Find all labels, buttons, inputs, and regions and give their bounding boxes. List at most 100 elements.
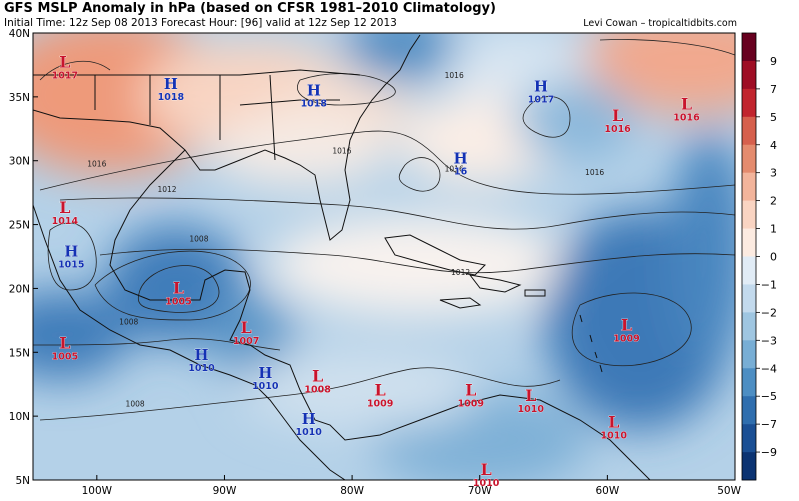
center-value: 1015 — [58, 260, 84, 271]
center-value: 1017 — [52, 70, 78, 81]
lon-tick-label: 60W — [595, 485, 619, 497]
lon-tick-label: 100W — [82, 485, 113, 497]
colorbar-swatch — [742, 200, 756, 229]
colorbar-swatch — [742, 424, 756, 453]
colorbar-tick-label: 2 — [770, 195, 777, 208]
lon-tick-label: 80W — [340, 485, 364, 497]
center-letter: L — [241, 318, 252, 337]
center-letter: H — [64, 243, 78, 261]
lat-tick-label: 10N — [9, 411, 30, 423]
center-letter: L — [612, 106, 623, 125]
chart-subtitle: Initial Time: 12z Sep 08 2013 Forecast H… — [4, 17, 397, 29]
high-pressure-center: H16 — [453, 149, 468, 178]
lat-tick-label: 15N — [9, 347, 30, 359]
center-letter: L — [59, 198, 70, 217]
isobar-label: 1016 — [87, 159, 106, 168]
colorbar-swatch — [742, 116, 756, 146]
colorbar: 9 7 5 4 3 2 1 0 −1 −2 −3 −4 −5 −7 −9 — [741, 32, 777, 481]
colorbar-swatch — [742, 396, 756, 425]
isobar-label: 1016 — [445, 71, 464, 80]
center-letter: H — [164, 75, 178, 93]
colorbar-tick-label: 0 — [770, 251, 777, 264]
lat-tick-label: 35N — [9, 92, 30, 104]
center-letter: L — [525, 386, 536, 405]
center-value: 1009 — [367, 399, 393, 410]
colorbar-tick-label: −7 — [761, 418, 777, 431]
colorbar-swatch — [742, 256, 756, 285]
center-value: 1016 — [673, 113, 700, 124]
center-letter: L — [621, 316, 632, 335]
center-value: 1010 — [473, 478, 500, 489]
isobar-labels: 1016 1016 1016 1016 1016 1012 1012 1008 1008 1008 — [87, 71, 604, 408]
center-letter: L — [681, 95, 692, 114]
center-value: 1014 — [52, 216, 79, 227]
center-letter: L — [608, 413, 619, 432]
center-letter: H — [453, 149, 467, 167]
chart-credit: Levi Cowan – tropicaltidbits.com — [583, 18, 737, 29]
center-letter: H — [194, 346, 208, 364]
colorbar-swatch — [742, 33, 756, 62]
center-letter: H — [258, 364, 272, 382]
colorbar-swatch — [742, 452, 756, 481]
colorbar-tick-label: −4 — [761, 362, 777, 375]
center-value: 1010 — [518, 404, 545, 415]
colorbar-tick-label: −5 — [761, 390, 777, 403]
isobar-label: 1012 — [451, 268, 470, 277]
isobars — [33, 39, 735, 421]
center-value: 1005 — [165, 297, 191, 308]
center-value: 1009 — [613, 334, 639, 345]
anomaly-field — [33, 33, 735, 480]
lat-tick-label: 30N — [9, 156, 30, 168]
center-letter: H — [534, 78, 548, 96]
lon-tick-label: 50W — [717, 485, 741, 497]
center-value: 1010 — [601, 431, 628, 442]
colorbar-swatch — [742, 228, 756, 257]
colorbar-tick-label: 5 — [770, 111, 777, 124]
center-value: 1018 — [301, 99, 328, 110]
colorbar-tick-label: −3 — [761, 334, 777, 347]
center-value: 1005 — [52, 351, 78, 362]
colorbar-tick-label: −2 — [761, 306, 777, 319]
isobar-label: 1016 — [332, 146, 351, 155]
colorbar-swatch — [742, 60, 756, 90]
isobar-label: 1008 — [189, 235, 208, 244]
coastlines — [33, 34, 651, 480]
center-letter: L — [480, 460, 491, 479]
center-letter: L — [173, 279, 184, 298]
colorbar-swatch — [742, 284, 756, 313]
center-letter: L — [375, 381, 386, 400]
lat-tick-label: 5N — [15, 475, 30, 487]
center-value: 1010 — [295, 427, 322, 438]
colorbar-tick-label: 9 — [770, 55, 777, 68]
center-letter: H — [302, 410, 316, 428]
colorbar-swatch — [742, 172, 756, 201]
center-letter: L — [312, 367, 323, 386]
center-letter: L — [465, 381, 476, 400]
colorbar-swatch — [742, 340, 756, 369]
isobar-label: 1008 — [119, 318, 138, 327]
lon-tick-label: 70W — [468, 485, 492, 497]
center-letter: H — [307, 82, 321, 100]
lon-tick-label: 90W — [213, 485, 237, 497]
center-letter: L — [59, 52, 70, 71]
isobar-label: 1016 — [585, 168, 604, 177]
longitude-ticks: 100W 90W 80W 70W 60W 50W — [82, 475, 742, 497]
isobar-label: 1012 — [157, 185, 176, 194]
lat-tick-label: 40N — [9, 28, 30, 40]
